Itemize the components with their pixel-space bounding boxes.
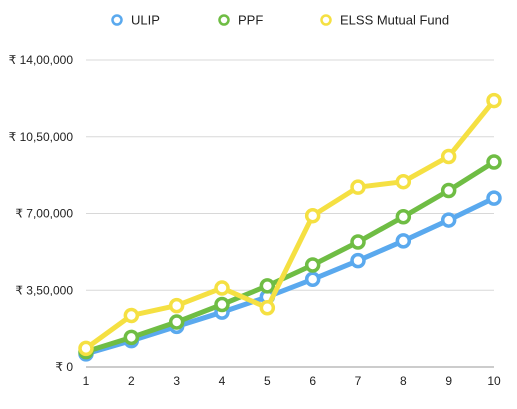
data-point xyxy=(214,280,230,296)
data-point xyxy=(350,252,366,269)
x-tick-label: 4 xyxy=(219,374,226,388)
y-tick-label: ₹ 0 xyxy=(55,360,73,374)
data-point xyxy=(259,278,276,294)
data-point xyxy=(440,212,457,228)
x-tick-label: 2 xyxy=(128,374,135,388)
legend-marker xyxy=(320,14,332,26)
legend: ULIP PPF ELSS Mutual Fund xyxy=(111,13,449,28)
y-tick-label: ₹ 7,00,000 xyxy=(15,207,73,221)
data-point xyxy=(395,209,412,225)
legend-item: ULIP xyxy=(111,13,160,28)
series-line xyxy=(83,195,497,357)
data-point xyxy=(350,179,366,195)
y-tick-label: ₹ 14,00,000 xyxy=(9,53,74,67)
x-tick-label: 8 xyxy=(400,374,407,388)
data-point xyxy=(350,234,366,250)
data-point xyxy=(123,307,140,324)
data-point xyxy=(304,207,321,224)
legend-label: PPF xyxy=(238,13,263,28)
data-point xyxy=(123,329,140,346)
data-point xyxy=(486,154,502,170)
x-tick-label: 10 xyxy=(487,374,501,388)
x-tick-label: 5 xyxy=(264,374,271,388)
data-point xyxy=(486,92,502,109)
data-point xyxy=(395,173,412,190)
x-tick-label: 6 xyxy=(309,374,316,388)
legend-marker xyxy=(218,14,230,26)
data-point xyxy=(395,233,412,249)
data-point xyxy=(259,300,276,316)
data-point xyxy=(440,182,457,199)
series-group xyxy=(78,92,502,362)
data-point xyxy=(168,314,185,330)
data-point xyxy=(168,297,185,314)
y-tick-label: ₹ 10,50,000 xyxy=(9,130,74,144)
legend-label: ELSS Mutual Fund xyxy=(340,13,449,28)
legend-label: ULIP xyxy=(131,13,160,28)
legend-marker xyxy=(111,14,123,26)
grid-lines xyxy=(86,59,494,368)
x-tick-label: 3 xyxy=(173,374,180,388)
series-line xyxy=(83,159,497,355)
y-tick-label: ₹ 3,50,000 xyxy=(15,283,73,297)
y-axis: ₹ 0 ₹ 3,50,000 ₹ 7,00,000 ₹ 10,50,000 ₹ 14,0… xyxy=(9,53,74,374)
data-point xyxy=(304,257,321,273)
series-line xyxy=(83,98,497,351)
legend-item: PPF xyxy=(218,13,263,28)
data-point xyxy=(486,190,502,206)
legend-item: ELSS Mutual Fund xyxy=(320,13,449,28)
data-point xyxy=(304,271,321,288)
series-elss-mutual-fund xyxy=(78,92,502,357)
data-point xyxy=(440,148,457,165)
x-tick-label: 7 xyxy=(355,374,362,388)
data-point xyxy=(78,340,94,357)
x-axis: 1 2 3 4 5 6 7 8 9 10 xyxy=(83,374,501,388)
x-tick-label: 1 xyxy=(83,374,90,388)
data-point xyxy=(214,296,230,313)
x-tick-label: 9 xyxy=(445,374,452,388)
